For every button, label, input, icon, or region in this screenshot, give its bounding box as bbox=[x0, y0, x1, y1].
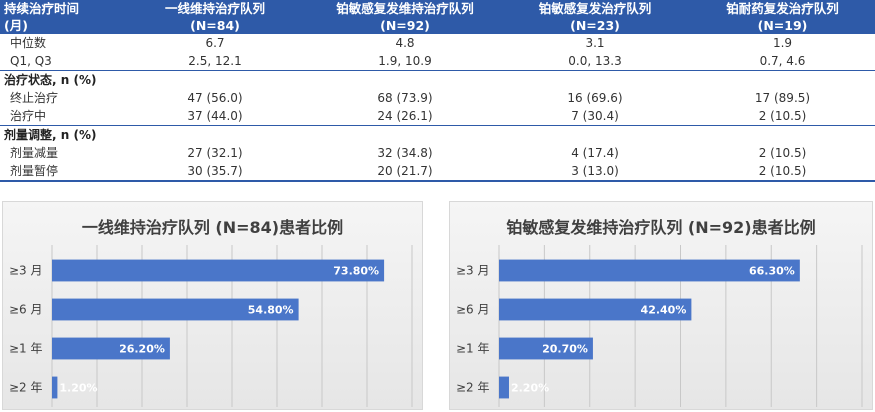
bar bbox=[499, 259, 800, 282]
category-label: ≥1 年 bbox=[456, 342, 490, 356]
table-cell: 68 (73.9) bbox=[377, 91, 433, 105]
table-cell: 47 (56.0) bbox=[187, 91, 243, 105]
bar bbox=[499, 298, 692, 321]
data-label: 26.20% bbox=[119, 343, 165, 356]
table-cell: 32 (34.8) bbox=[377, 146, 433, 160]
section-header-status: 治疗状态, n (%) bbox=[0, 70, 875, 89]
table-row-dose-reduction: 剂量减量 27 (32.1) 32 (34.8) 4 (17.4) 2 (10.… bbox=[0, 144, 875, 162]
table-cell: 3 (13.0) bbox=[500, 162, 690, 182]
row-label: Q1, Q3 bbox=[10, 54, 52, 68]
data-label: 20.70% bbox=[542, 343, 588, 356]
chart-first-line-maintenance: 一线维持治疗队列 (N=84)患者比例 ≥3 月 73.80% ≥6 月 54.80%… bbox=[2, 201, 423, 410]
category-label: ≥2 年 bbox=[9, 381, 43, 395]
header-cohort-2-n: (N=92) bbox=[310, 17, 500, 34]
chart-plot: ≥3 月 73.80% ≥6 月 54.80% ≥1 年 26.20% ≥2 年 1.20% bbox=[9, 245, 413, 407]
table-cell: 2 (10.5) bbox=[690, 162, 875, 182]
data-label: 2.20% bbox=[511, 382, 549, 395]
table-cell: 24 (26.1) bbox=[377, 109, 433, 123]
category-label: ≥2 年 bbox=[456, 381, 490, 395]
table-row-dose-interruption: 剂量暂停 30 (35.7) 20 (21.7) 3 (13.0) 2 (10.… bbox=[0, 162, 875, 182]
table-cell: 0.7, 4.6 bbox=[759, 54, 806, 68]
row-label: 终止治疗 bbox=[10, 91, 59, 105]
header-cohort-4: 铂耐药复发治疗队列 bbox=[690, 0, 875, 17]
bar bbox=[52, 259, 385, 282]
table-cell: 1.9 bbox=[772, 36, 793, 50]
table-row-median: 中位数 6.7 4.8 3.1 1.9 bbox=[0, 34, 875, 52]
header-cohort-1: 一线维持治疗队列 bbox=[120, 0, 310, 17]
table-header-row-2: (月) (N=84) (N=92) (N=23) (N=19) bbox=[0, 17, 875, 34]
category-label: ≥6 月 bbox=[456, 303, 490, 317]
row-label: 剂量减量 bbox=[10, 146, 59, 160]
bar bbox=[52, 337, 170, 360]
bar bbox=[52, 298, 299, 321]
header-duration-unit: (月) bbox=[0, 17, 120, 34]
table-cell: 3.1 bbox=[585, 36, 605, 50]
header-cohort-4-n: (N=19) bbox=[690, 17, 875, 34]
table-header-row-1: 持续治疗时间 一线维持治疗队列 铂敏感复发维持治疗队列 铂敏感复发治疗队列 铂耐… bbox=[0, 0, 875, 17]
data-label: 73.80% bbox=[333, 265, 379, 278]
table-cell: 7 (30.4) bbox=[571, 109, 619, 123]
table-row-discontinued: 终止治疗 47 (56.0) 68 (73.9) 16 (69.6) 17 (8… bbox=[0, 89, 875, 107]
table-cell: 4 (17.4) bbox=[571, 146, 619, 160]
header-duration: 持续治疗时间 bbox=[0, 0, 120, 17]
section-title: 剂量调整, n (%) bbox=[0, 125, 875, 144]
category-label: ≥3 月 bbox=[9, 264, 43, 278]
table-cell: 27 (32.1) bbox=[187, 146, 243, 160]
row-label: 剂量暂停 bbox=[0, 162, 120, 182]
chart-plot: ≥3 月 66.30% ≥6 月 42.40% ≥1 年 20.70% ≥2 年 2.20% bbox=[456, 245, 863, 407]
bar bbox=[499, 337, 593, 360]
table-row-quartiles: Q1, Q3 2.5, 12.1 1.9, 10.9 0.0, 13.3 0.7… bbox=[0, 52, 875, 71]
row-label: 中位数 bbox=[10, 36, 47, 50]
table-cell: 4.8 bbox=[395, 36, 415, 50]
data-label: 42.40% bbox=[641, 304, 687, 317]
header-cohort-3: 铂敏感复发治疗队列 bbox=[500, 0, 690, 17]
header-cohort-1-n: (N=84) bbox=[120, 17, 310, 34]
data-label: 54.80% bbox=[248, 304, 294, 317]
category-label: ≥3 月 bbox=[456, 264, 490, 278]
section-title: 治疗状态, n (%) bbox=[0, 70, 875, 89]
header-cohort-3-n: (N=23) bbox=[500, 17, 690, 34]
chart-platinum-sensitive-maintenance: 铂敏感复发维持治疗队列 (N=92)患者比例 ≥3 月 66.30% ≥6 月 42.… bbox=[449, 201, 873, 410]
header-cohort-2: 铂敏感复发维持治疗队列 bbox=[310, 0, 500, 17]
bar bbox=[52, 376, 58, 399]
table-cell: 17 (89.5) bbox=[754, 91, 811, 105]
table-cell: 2 (10.5) bbox=[758, 146, 807, 160]
row-label: 治疗中 bbox=[10, 109, 47, 123]
table-cell: 37 (44.0) bbox=[187, 109, 243, 123]
category-label: ≥6 月 bbox=[9, 303, 43, 317]
table-cell: 16 (69.6) bbox=[567, 91, 623, 105]
bar bbox=[499, 376, 509, 399]
summary-table: 持续治疗时间 一线维持治疗队列 铂敏感复发维持治疗队列 铂敏感复发治疗队列 铂耐… bbox=[0, 0, 875, 182]
table-row-ongoing: 治疗中 37 (44.0) 24 (26.1) 7 (30.4) 2 (10.5… bbox=[0, 107, 875, 126]
table-cell: 0.0, 13.3 bbox=[568, 54, 622, 68]
table-cell: 2.5, 12.1 bbox=[188, 54, 242, 68]
chart-title: 一线维持治疗队列 (N=84)患者比例 bbox=[81, 218, 344, 237]
data-label: 1.20% bbox=[59, 382, 97, 395]
section-header-dose: 剂量调整, n (%) bbox=[0, 125, 875, 144]
table-cell: 1.9, 10.9 bbox=[378, 54, 432, 68]
chart-title: 铂敏感复发维持治疗队列 (N=92)患者比例 bbox=[506, 218, 816, 237]
category-label: ≥1 年 bbox=[9, 342, 43, 356]
table-cell: 30 (35.7) bbox=[120, 162, 310, 182]
table-cell: 2 (10.5) bbox=[758, 109, 807, 123]
table-cell: 6.7 bbox=[205, 36, 225, 50]
data-label: 66.30% bbox=[749, 265, 795, 278]
table-cell: 20 (21.7) bbox=[310, 162, 500, 182]
